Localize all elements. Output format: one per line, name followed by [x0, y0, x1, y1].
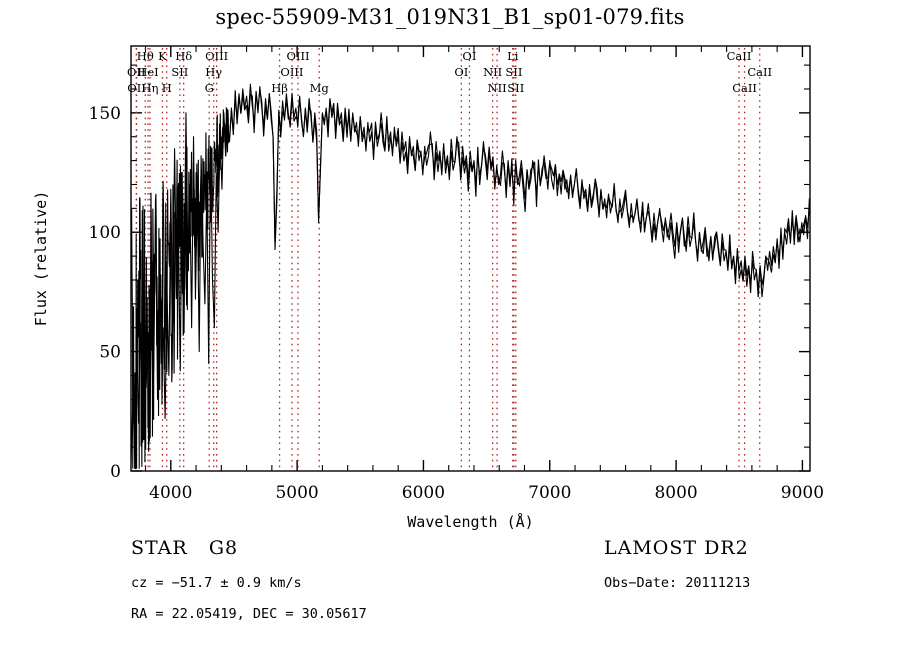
spectral-line-label: H: [162, 81, 172, 95]
spectral-line-label: Hγ: [205, 65, 222, 79]
y-tick-label: 50: [99, 343, 121, 363]
spectral-line-label: CaII: [727, 49, 752, 63]
spectral-line-label: Hθ: [137, 49, 154, 63]
spectral-line-label: OIII: [205, 49, 228, 63]
spectral-line-label: NII: [483, 65, 502, 79]
spectral-line-label: CaII: [732, 81, 757, 95]
plot-frame: [130, 45, 811, 472]
spectral-line-label: OI: [454, 65, 468, 79]
spectral-type-label: G8: [208, 537, 239, 559]
x-tick-label: 5000: [275, 483, 318, 503]
spectral-line-label: K: [158, 49, 167, 63]
survey-label: LAMOST DR2: [604, 537, 749, 559]
spectrum-trace: [130, 83, 810, 464]
spectral-line-label: Mg: [310, 81, 330, 95]
spectral-line-label: CaII: [747, 65, 772, 79]
cz-label: cz = −51.7 ± 0.9 km/s: [131, 575, 302, 591]
spectral-line-label: NII: [488, 81, 507, 95]
spectral-line-label: SII: [171, 65, 188, 79]
axis-ticks: 4000 5000 6000 7000 8000 9000 0 50 100 150: [89, 46, 824, 503]
obs-date-label: Obs−Date: 20111213: [604, 575, 751, 591]
spectral-line-label: Hβ: [271, 81, 288, 95]
object-class-label: STAR G8: [131, 537, 239, 559]
x-tick-label: 9000: [781, 483, 824, 503]
spectral-line-labels: OII OII Hθ HeI Hη K H SII Hδ Hγ G OIII Hβ OIII OIII Mg O…: [127, 49, 772, 95]
x-tick-label: 6000: [402, 483, 445, 503]
spectral-line-label: SII: [505, 65, 522, 79]
spectral-line-label: Hδ: [175, 49, 192, 63]
spectral-line-label: G: [205, 81, 214, 95]
x-tick-label: 4000: [149, 483, 192, 503]
y-tick-label: 100: [89, 223, 121, 243]
spectrum-noise: [228, 90, 810, 298]
blue-end-noise: [131, 107, 230, 470]
spectral-line-label: SII: [507, 81, 524, 95]
spectral-line-label: OII: [127, 65, 146, 79]
x-tick-label: 7000: [528, 483, 571, 503]
coordinates-label: RA = 22.05419, DEC = 30.05617: [131, 606, 367, 622]
spectral-line-markers: [135, 48, 761, 470]
spectral-line-label: OI: [462, 49, 476, 63]
y-axis-label: Flux (relative): [32, 191, 50, 326]
page-title: spec-55909-M31_019N31_B1_sp01-079.fits: [215, 5, 685, 29]
spectral-line-label: Hη: [141, 81, 158, 95]
x-axis-label: Wavelength (Å): [407, 512, 533, 531]
spectral-line-label: HeI: [137, 65, 158, 79]
y-tick-label: 0: [110, 462, 121, 482]
x-tick-label: 8000: [654, 483, 697, 503]
spectral-line-label: OIII: [280, 65, 303, 79]
spectral-line-label: OIII: [286, 49, 309, 63]
y-tick-label: 150: [89, 104, 121, 124]
spectral-line-label: OII: [127, 81, 146, 95]
spectral-line-label: Li: [507, 49, 519, 63]
